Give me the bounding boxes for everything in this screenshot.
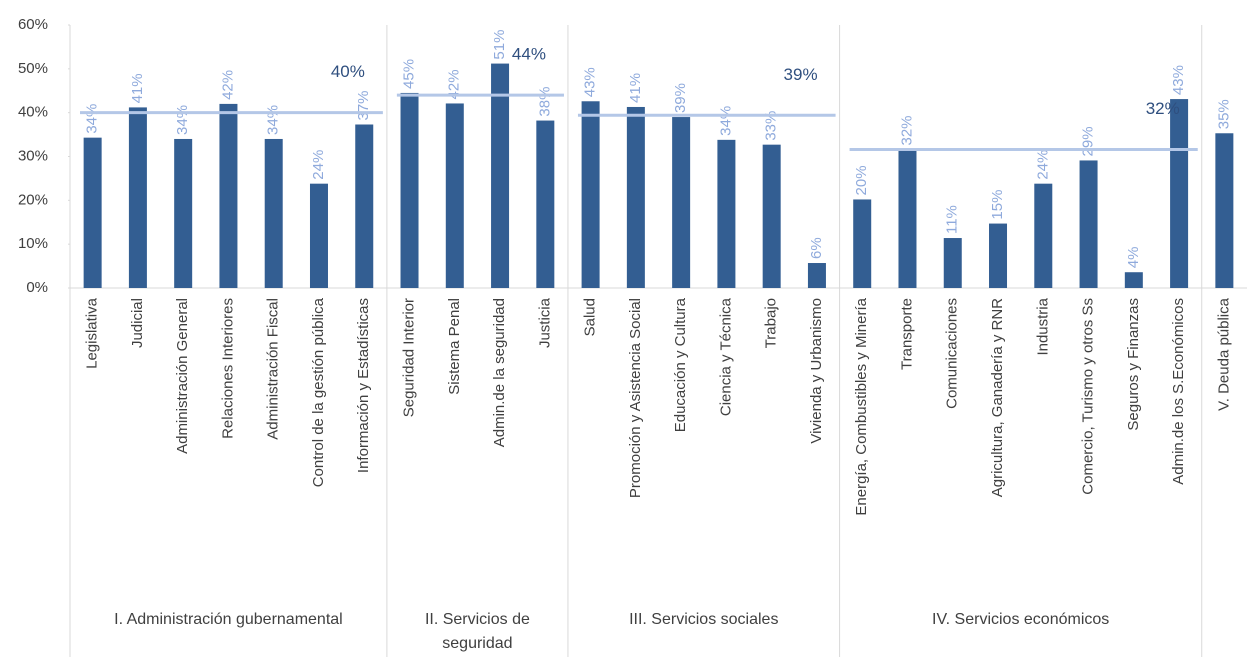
y-tick-label: 0% — [26, 279, 48, 296]
bar — [1215, 133, 1234, 288]
value-label: 41% — [627, 73, 644, 103]
bar — [807, 263, 826, 288]
bar — [853, 199, 872, 288]
value-label: 24% — [1034, 150, 1051, 180]
bar — [264, 138, 283, 288]
value-label: 6% — [808, 237, 825, 259]
value-label: 11% — [944, 205, 961, 234]
bar — [128, 107, 147, 288]
x-tick-label: Industria — [1034, 297, 1051, 355]
x-tick-label: Trabajo — [763, 298, 780, 348]
bar — [1034, 183, 1053, 288]
bar — [174, 138, 193, 288]
value-label: 42% — [446, 69, 463, 99]
bar — [1124, 272, 1143, 288]
group-label: IV. Servicios económicos — [932, 611, 1110, 628]
bar — [717, 139, 736, 288]
bar — [1079, 160, 1098, 288]
x-tick-label: Educación y Cultura — [672, 297, 689, 432]
x-tick-label: Salud — [582, 298, 599, 336]
x-tick-label: Comunicaciones — [944, 298, 961, 409]
bar — [309, 183, 328, 288]
value-label: 20% — [853, 165, 870, 195]
x-tick-label: Transporte — [898, 298, 915, 370]
x-tick-label: Vivienda y Urbanismo — [808, 298, 825, 444]
x-tick-label: Relaciones Interiores — [219, 298, 236, 439]
bar — [898, 149, 917, 288]
bar — [400, 92, 419, 288]
value-label: 32% — [898, 115, 915, 145]
value-label: 38% — [536, 87, 553, 117]
average-label: 44% — [512, 45, 546, 64]
x-tick-label: Comercio, Turismo y otros Ss — [1080, 298, 1097, 495]
x-tick-label: Admin.de los S.Económicos — [1170, 298, 1187, 485]
average-label: 32% — [1146, 99, 1180, 118]
y-tick-label: 20% — [18, 191, 48, 208]
x-tick-label: Ciencia y Técnica — [717, 297, 734, 416]
value-label: 4% — [1125, 247, 1142, 269]
x-tick-label: Judicial — [129, 298, 146, 348]
x-tick-label: Seguros y Finanzas — [1125, 298, 1142, 431]
value-label: 51% — [491, 30, 508, 60]
value-label: 29% — [1080, 126, 1097, 156]
x-tick-label: Información y Estadísticas — [355, 298, 372, 473]
value-label: 43% — [1170, 65, 1187, 95]
x-tick-label: Admin.de la seguridad — [491, 298, 508, 447]
bar — [943, 238, 962, 288]
y-tick-label: 60% — [18, 16, 48, 33]
value-label: 33% — [763, 111, 780, 141]
x-tick-label: Control de la gestión pública — [310, 297, 327, 487]
value-label: 34% — [174, 105, 191, 135]
bar — [989, 223, 1008, 288]
bar — [626, 106, 645, 289]
value-label: 24% — [310, 150, 327, 180]
value-label: 39% — [672, 83, 689, 113]
x-tick-label: Administración General — [174, 298, 191, 454]
value-label: 34% — [265, 105, 282, 135]
average-label: 39% — [784, 65, 818, 84]
average-label: 40% — [331, 62, 365, 81]
y-tick-label: 40% — [18, 104, 48, 121]
x-tick-label: Agricultura, Ganadería y RNR — [989, 298, 1006, 497]
x-tick-label: Seguridad Interior — [400, 298, 417, 417]
value-label: 35% — [1215, 99, 1232, 129]
group-label: I. Administración gubernamental — [114, 611, 343, 628]
value-label: 15% — [989, 190, 1006, 220]
value-label: 43% — [582, 67, 599, 97]
group-label: II. Servicios de seguridad — [424, 611, 530, 652]
bar — [219, 103, 238, 289]
y-tick-label: 10% — [18, 235, 48, 252]
bar — [672, 117, 691, 288]
x-tick-label: Promoción y Asistencia Social — [627, 298, 644, 498]
bar — [355, 124, 374, 288]
x-tick-label: V. Deuda pública — [1215, 297, 1232, 411]
bar — [491, 63, 510, 288]
value-label: 45% — [400, 59, 417, 89]
bar — [762, 144, 781, 288]
y-tick-label: 30% — [18, 147, 48, 164]
x-tick-label: Legislativa — [84, 297, 101, 369]
y-tick-label: 50% — [18, 60, 48, 77]
bar — [1170, 99, 1189, 288]
x-tick-label: Energía, Combustibles y Minería — [853, 297, 870, 515]
value-label: 34% — [84, 104, 101, 134]
value-label: 41% — [129, 73, 146, 103]
value-label: 42% — [219, 70, 236, 100]
x-tick-label: Justicia — [536, 297, 553, 348]
bar — [83, 137, 102, 288]
x-tick-label: Administración Fiscal — [265, 298, 282, 440]
value-label: 37% — [355, 90, 372, 120]
bar — [536, 120, 555, 288]
group-label: III. Servicios sociales — [629, 611, 779, 628]
x-tick-label: Sistema Penal — [446, 298, 463, 395]
value-label: 34% — [717, 106, 734, 136]
bar — [445, 103, 464, 288]
bar — [581, 101, 600, 289]
